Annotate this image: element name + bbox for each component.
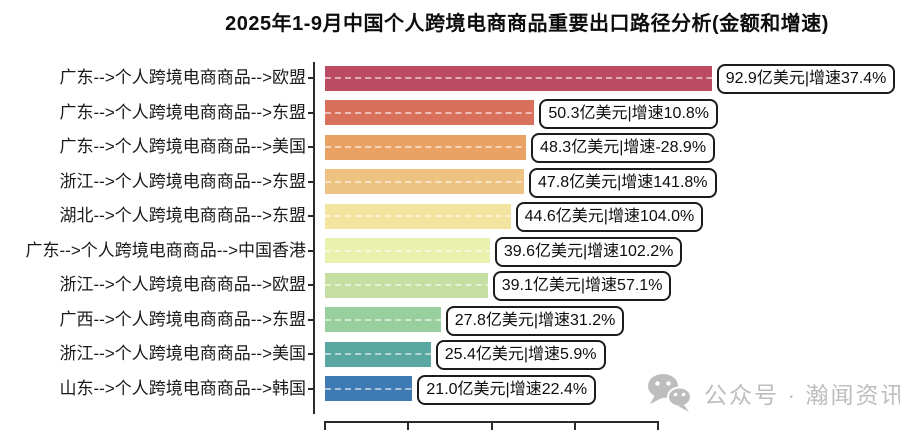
category-label: 广西-->个人跨境电商商品-->东盟 [59, 309, 307, 329]
y-axis-tick [308, 318, 315, 321]
y-axis-tick [308, 284, 315, 287]
category-label: 广东-->个人跨境电商商品-->欧盟 [59, 68, 307, 87]
y-axis-tick [308, 249, 315, 252]
y-axis-line [313, 62, 315, 414]
category-label: 浙江-->个人跨境电商商品-->东盟 [59, 171, 307, 191]
value-label: 50.3亿美元|增速10.8% [539, 98, 719, 129]
y-axis-tick [308, 387, 315, 390]
y-axis-tick [308, 111, 315, 114]
chart-title: 2025年1-9月中国个人跨境电商商品重要出口路径分析(金额和增速) [225, 13, 829, 35]
row-gridline [325, 77, 893, 79]
y-axis-tick [308, 180, 315, 183]
value-label: 27.8亿美元|增速31.2% [445, 305, 625, 336]
y-axis-tick [308, 353, 315, 356]
x-axis-tick [573, 421, 576, 430]
value-label: 48.3亿美元|增速-28.9% [531, 133, 716, 164]
x-axis-tick [657, 421, 659, 430]
x-axis-tick [490, 421, 493, 430]
row-gridline [325, 387, 893, 390]
value-label: 92.9亿美元|增速37.4% [716, 64, 896, 94]
value-label: 44.6亿美元|增速104.0% [515, 202, 704, 233]
y-axis-tick [308, 77, 315, 79]
value-label: 39.1亿美元|增速57.1% [492, 271, 672, 302]
category-label: 广东-->个人跨境电商商品-->东盟 [59, 102, 307, 122]
row-gridline [325, 353, 893, 356]
value-label: 39.6亿美元|增速102.2% [494, 236, 683, 267]
value-label: 47.8亿美元|增速141.8% [528, 167, 717, 198]
category-label: 浙江-->个人跨境电商商品-->欧盟 [59, 275, 307, 295]
x-axis-tick [324, 421, 326, 430]
wechat-icon [648, 374, 692, 412]
category-label: 湖北-->个人跨境电商商品-->东盟 [59, 206, 307, 226]
watermark: 公众号 · 瀚闻资讯 [646, 372, 900, 414]
y-axis-tick [308, 215, 315, 218]
value-label: 21.0亿美元|增速22.4% [417, 374, 597, 405]
category-label: 浙江-->个人跨境电商商品-->美国 [59, 344, 307, 364]
category-label: 广东-->个人跨境电商商品-->中国香港 [25, 240, 307, 260]
y-axis-tick [308, 146, 315, 149]
category-label: 山东-->个人跨境电商商品-->韩国 [59, 378, 307, 398]
x-axis-tick [407, 421, 410, 430]
category-label: 广东-->个人跨境电商商品-->美国 [59, 137, 307, 157]
value-label: 25.4亿美元|增速5.9% [435, 340, 606, 371]
watermark-text: 公众号 · 瀚闻资讯 [704, 382, 900, 408]
